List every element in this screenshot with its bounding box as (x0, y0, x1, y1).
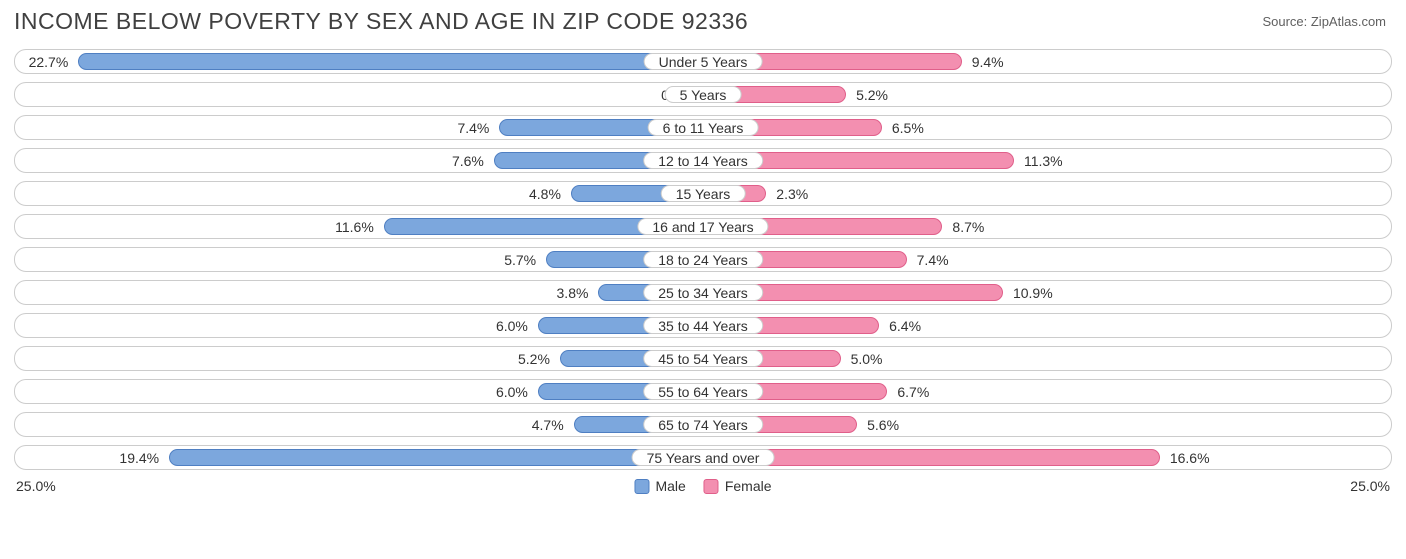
male-value: 4.7% (532, 413, 564, 436)
male-value: 11.6% (335, 215, 374, 238)
category-label: 5 Years (665, 86, 742, 103)
chart-row: 4.8% 2.3% 15 Years (14, 181, 1392, 206)
category-label: 6 to 11 Years (648, 119, 759, 136)
category-label: 35 to 44 Years (643, 317, 763, 334)
female-value: 16.6% (1170, 446, 1210, 469)
female-value: 10.9% (1013, 281, 1053, 304)
chart-source: Source: ZipAtlas.com (1262, 8, 1392, 29)
legend-male: Male (634, 478, 685, 494)
chart-row: 7.4% 6.5% 6 to 11 Years (14, 115, 1392, 140)
female-value: 8.7% (952, 215, 984, 238)
category-label: 16 and 17 Years (637, 218, 768, 235)
legend-female-label: Female (725, 478, 772, 494)
male-bar (169, 449, 703, 466)
axis-left-label: 25.0% (16, 478, 56, 494)
male-value: 5.7% (504, 248, 536, 271)
axis-right-label: 25.0% (1350, 478, 1390, 494)
female-value: 9.4% (972, 50, 1004, 73)
chart-legend: Male Female (634, 478, 771, 494)
female-value: 5.0% (851, 347, 883, 370)
chart-axis: 25.0% Male Female 25.0% (14, 478, 1392, 494)
category-label: 15 Years (661, 185, 746, 202)
category-label: 45 to 54 Years (643, 350, 763, 367)
female-value: 6.7% (897, 380, 929, 403)
chart-row: 7.6% 11.3% 12 to 14 Years (14, 148, 1392, 173)
chart-row: 3.8% 10.9% 25 to 34 Years (14, 280, 1392, 305)
chart-header: INCOME BELOW POVERTY BY SEX AND AGE IN Z… (14, 8, 1392, 35)
male-value: 7.6% (452, 149, 484, 172)
category-label: 55 to 64 Years (643, 383, 763, 400)
female-value: 5.2% (856, 83, 888, 106)
male-value: 6.0% (496, 380, 528, 403)
male-value: 6.0% (496, 314, 528, 337)
male-value: 5.2% (518, 347, 550, 370)
legend-female: Female (704, 478, 772, 494)
chart-row: 6.0% 6.4% 35 to 44 Years (14, 313, 1392, 338)
chart-row: 5.2% 5.0% 45 to 54 Years (14, 346, 1392, 371)
female-value: 2.3% (776, 182, 808, 205)
female-value: 6.4% (889, 314, 921, 337)
male-value: 19.4% (119, 446, 159, 469)
female-value: 5.6% (867, 413, 899, 436)
male-value: 3.8% (557, 281, 589, 304)
female-value: 6.5% (892, 116, 924, 139)
chart-rows: 22.7%9.4%Under 5 Years0.0%5.2%5 Years7.4… (14, 49, 1392, 470)
category-label: 12 to 14 Years (643, 152, 763, 169)
chart-row: 5.7% 7.4% 18 to 24 Years (14, 247, 1392, 272)
chart-title: INCOME BELOW POVERTY BY SEX AND AGE IN Z… (14, 8, 748, 35)
category-label: 25 to 34 Years (643, 284, 763, 301)
category-label: Under 5 Years (644, 53, 763, 70)
chart-row: 4.7% 5.6% 65 to 74 Years (14, 412, 1392, 437)
legend-male-swatch (634, 479, 649, 494)
male-value: 7.4% (457, 116, 489, 139)
category-label: 18 to 24 Years (643, 251, 763, 268)
category-label: 65 to 74 Years (643, 416, 763, 433)
female-value: 11.3% (1024, 149, 1063, 172)
poverty-by-sex-age-chart: INCOME BELOW POVERTY BY SEX AND AGE IN Z… (0, 0, 1406, 559)
chart-row: 22.7% 9.4% Under 5 Years (14, 49, 1392, 74)
chart-row: 11.6% 8.7% 16 and 17 Years (14, 214, 1392, 239)
chart-row: 6.0% 6.7% 55 to 64 Years (14, 379, 1392, 404)
male-bar (78, 53, 703, 70)
category-label: 75 Years and over (632, 449, 775, 466)
male-value: 4.8% (529, 182, 561, 205)
chart-row: 0.0%5.2%5 Years (14, 82, 1392, 107)
legend-female-swatch (704, 479, 719, 494)
female-value: 7.4% (917, 248, 949, 271)
chart-row: 19.4% 16.6% 75 Years and over (14, 445, 1392, 470)
legend-male-label: Male (655, 478, 685, 494)
male-value: 22.7% (29, 50, 69, 73)
